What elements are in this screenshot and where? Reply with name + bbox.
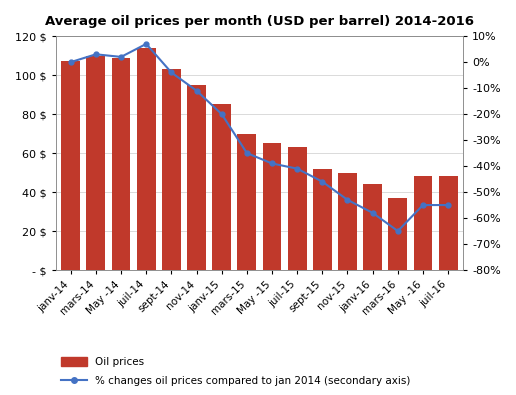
- Bar: [187, 85, 206, 270]
- Bar: [61, 62, 80, 270]
- Bar: [111, 58, 131, 270]
- Bar: [288, 147, 307, 270]
- Bar: [389, 198, 407, 270]
- Legend: Oil prices, % changes oil prices compared to jan 2014 (secondary axis): Oil prices, % changes oil prices compare…: [57, 353, 415, 390]
- Bar: [212, 104, 231, 270]
- Bar: [413, 177, 432, 270]
- Bar: [137, 48, 156, 270]
- Bar: [363, 184, 382, 270]
- Bar: [313, 169, 332, 270]
- Bar: [87, 56, 105, 270]
- Bar: [263, 143, 281, 270]
- Bar: [439, 177, 458, 270]
- Title: Average oil prices per month (USD per barrel) 2014-2016: Average oil prices per month (USD per ba…: [45, 15, 474, 28]
- Bar: [162, 69, 181, 270]
- Bar: [237, 134, 256, 270]
- Bar: [338, 173, 357, 270]
